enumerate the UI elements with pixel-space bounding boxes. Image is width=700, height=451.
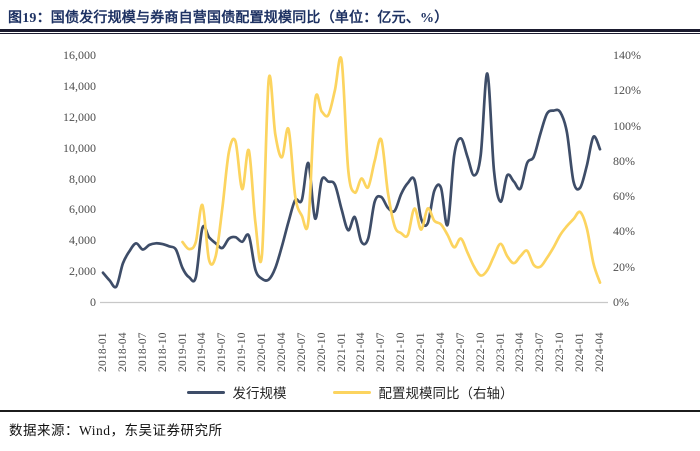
x-axis-tick-label: 2018-01 [97,332,109,372]
right-axis-tick-label: 80% [613,153,635,168]
issuance-line-swatch [186,390,225,394]
x-axis-tick-label: 2020-07 [295,332,308,372]
right-axis-tick-label: 120% [613,83,641,98]
left-axis-tick-label: 6,000 [69,202,96,217]
chart-plot-svg [100,56,608,304]
yoy-line-series [181,56,602,284]
x-axis-tick-label: 2023-01 [494,332,507,372]
chart-legend: 发行规模 配置规模同比（右轴） [0,380,700,404]
x-axis-tick-label: 2020-04 [275,332,288,372]
figure-title-bar: 图19：国债发行规模与券商自营国债配置规模同比（单位：亿元、%） [0,0,700,30]
x-axis-tick-label: 2022-04 [434,332,447,372]
x-axis-tick-label: 2019-01 [176,332,189,372]
x-axis-tick-label: 2021-07 [375,332,388,372]
title-divider-thin-line [0,33,700,34]
legend-label-yoy: 配置规模同比（右轴） [378,386,514,401]
title-divider [0,29,700,35]
right-axis-tick-label: 20% [613,259,635,274]
left-axis-tick-label: 0 [90,295,96,309]
x-axis-tick-label: 2024-01 [574,332,587,372]
x-axis-tick-label: 2020-01 [256,332,269,372]
x-axis-tick-label: 2024-04 [594,332,606,372]
x-axis-tick-label: 2021-01 [335,332,348,372]
right-axis-tick-label: 140% [613,48,641,62]
left-axis-tick-label: 12,000 [63,109,96,124]
x-axis-tick-label: 2023-07 [534,332,547,372]
x-axis-tick-label: 2019-04 [196,332,209,372]
dual-axis-line-chart: 16,000 14,000 12,000 10,000 8,000 6,000 4,000 2… [0,35,700,385]
x-axis-tick-label: 2019-07 [216,332,229,372]
left-axis-tick-label: 14,000 [63,78,96,93]
right-axis-tick-label: 40% [613,224,635,239]
x-axis-tick-label: 2018-04 [116,332,129,372]
left-axis-tick-label: 8,000 [69,171,96,186]
legend-item-issuance: 发行规模 [186,382,287,402]
x-axis-tick-label: 2018-07 [136,332,149,372]
right-axis-tick-label: 60% [613,189,635,204]
x-axis-tick-label: 2023-04 [514,332,527,372]
x-axis-tick-label: 2022-07 [454,332,467,372]
yoy-line-swatch [332,390,371,394]
legend-item-yoy: 配置规模同比（右轴） [332,382,514,402]
x-axis-tick-label: 2022-10 [474,332,487,372]
title-divider-thick-line [0,29,700,32]
figure-title: 图19：国债发行规模与券商自营国债配置规模同比（单位：亿元、%） [8,11,449,26]
x-axis-tick-label: 2020-10 [315,332,328,372]
x-axis-tick-label: 2019-10 [236,332,249,372]
left-axis-tick-label: 4,000 [69,233,96,248]
left-axis-tick-label: 10,000 [63,140,96,155]
data-source-note: 数据来源：Wind，东吴证券研究所 [9,423,223,438]
x-axis-tick-label: 2021-10 [395,332,408,372]
x-axis-tick-label: 2022-01 [415,332,428,372]
issuance-line-series [101,72,602,289]
x-axis-tick-label: 2023-10 [554,332,567,372]
right-axis-tick-label: 0% [613,295,629,309]
left-axis-tick-label: 16,000 [63,48,96,62]
left-axis-tick-label: 2,000 [69,264,96,279]
x-axis-tick-label: 2018-10 [156,332,169,372]
footer-divider [0,410,700,412]
right-axis-tick-label: 100% [613,118,641,133]
x-axis-tick-label: 2021-04 [355,332,368,372]
legend-label-issuance: 发行规模 [232,386,287,401]
